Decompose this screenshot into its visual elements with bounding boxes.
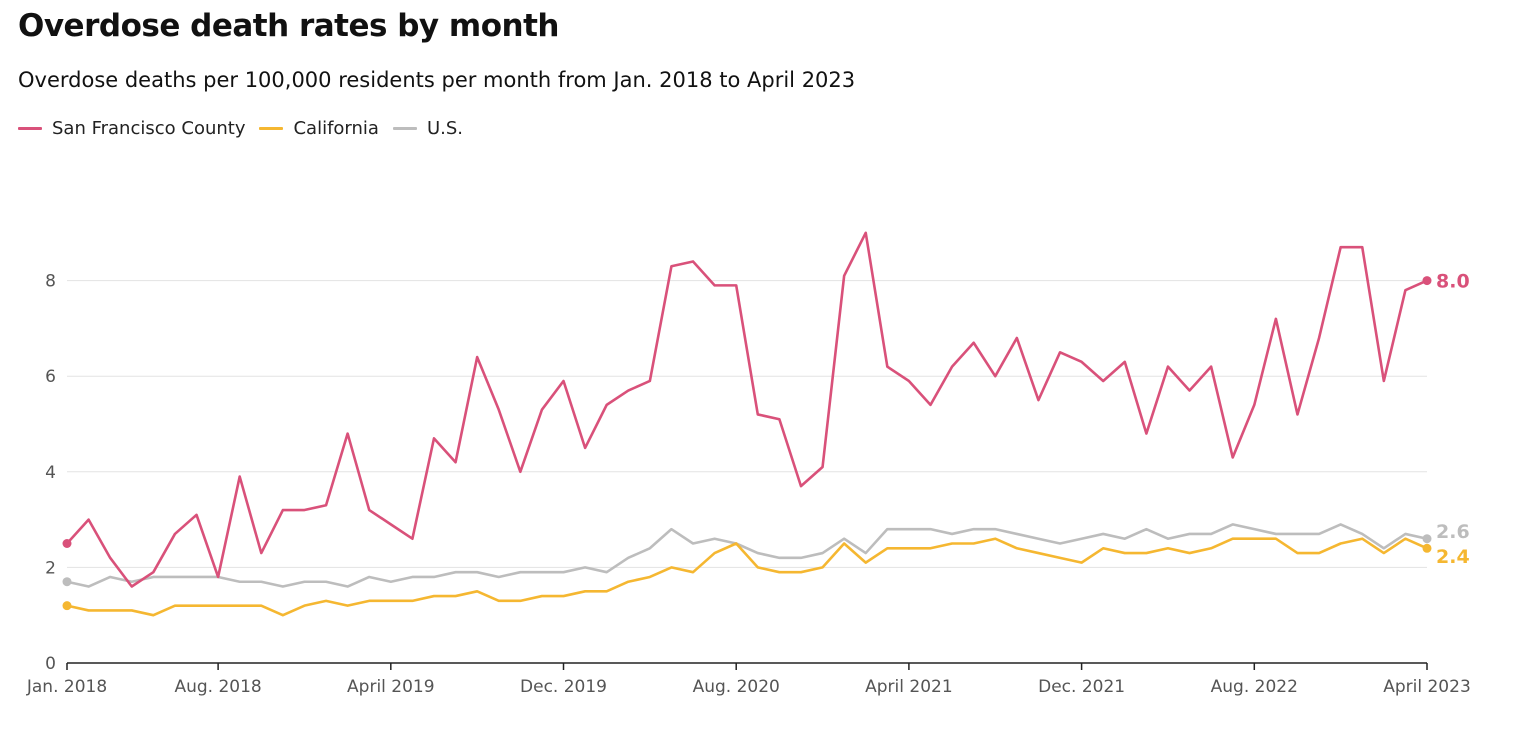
end-label-california: 2.4	[1436, 546, 1470, 568]
x-tick-label-2: April 2019	[347, 677, 435, 697]
legend-label-san-francisco: San Francisco County	[52, 118, 246, 139]
legend-label-us: U.S.	[426, 118, 464, 139]
y-tick-label-8: 8	[45, 272, 56, 292]
legend-item-us: U.S.	[392, 118, 464, 139]
series-end-point-us	[1422, 534, 1432, 544]
series-line-us	[65, 523, 1429, 588]
x-tick-label-5: April 2021	[865, 677, 953, 697]
legend-item-san-francisco: San Francisco County	[18, 118, 245, 139]
series-end-point-san-francisco	[1422, 276, 1432, 286]
series-end-point-california	[1422, 543, 1432, 553]
legend-swatch-san-francisco	[18, 127, 42, 130]
y-tick-label-4: 4	[45, 463, 56, 483]
legend-swatch-california	[259, 127, 284, 130]
series-start-point-california	[62, 601, 72, 611]
chart-subtitle: Overdose deaths per 100,000 residents pe…	[18, 68, 856, 92]
series-line-san-francisco	[65, 231, 1429, 588]
end-label-us: 2.6	[1436, 521, 1470, 543]
x-tick-label-1: Aug. 2018	[174, 677, 261, 697]
series-line-california	[65, 537, 1429, 617]
series-start-point-san-francisco	[62, 539, 72, 548]
legend-swatch-us	[392, 127, 417, 130]
chart-title: Overdose death rates by month	[18, 8, 560, 44]
x-tick-label-3: Dec. 2019	[520, 677, 607, 697]
legend-item-california: California	[259, 118, 379, 139]
x-tick-label-6: Dec. 2021	[1038, 677, 1125, 697]
series-start-point-us	[62, 577, 72, 587]
x-tick-label-7: Aug. 2022	[1211, 677, 1298, 697]
x-tick-label-4: Aug. 2020	[693, 677, 780, 697]
y-tick-label-6: 6	[45, 367, 56, 387]
y-tick-label-0: 0	[45, 654, 56, 674]
end-label-san-francisco: 8.0	[1436, 271, 1470, 293]
x-tick-label-8: April 2023	[1383, 677, 1471, 697]
chart-legend: San Francisco County California U.S.	[18, 118, 477, 139]
y-tick-label-2: 2	[45, 558, 56, 578]
legend-label-california: California	[293, 118, 379, 139]
x-tick-label-0: Jan. 2018	[26, 677, 107, 697]
